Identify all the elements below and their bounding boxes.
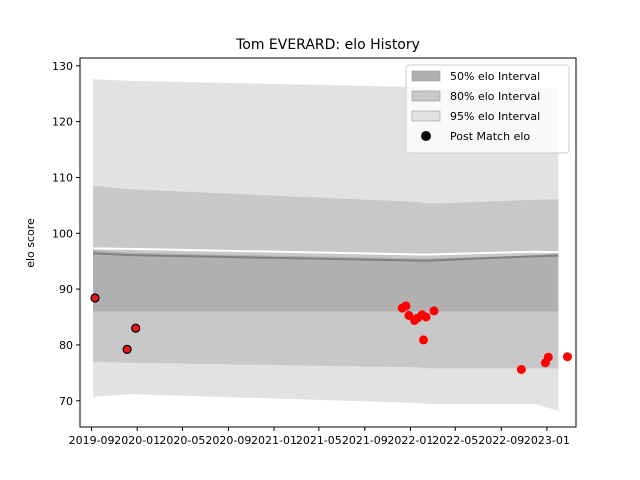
legend-label: 80% elo Interval bbox=[450, 90, 540, 103]
post-match-point bbox=[421, 312, 431, 322]
legend-label: 95% elo Interval bbox=[450, 110, 540, 123]
y-tick-label: 90 bbox=[59, 283, 73, 296]
y-tick-label: 120 bbox=[52, 116, 73, 129]
legend-swatch bbox=[411, 110, 441, 122]
legend-label: 50% elo Interval bbox=[450, 70, 540, 83]
x-tick-label: 2021-01 bbox=[251, 434, 297, 447]
legend-box bbox=[405, 64, 570, 154]
band-50 bbox=[93, 250, 559, 312]
legend-swatch bbox=[411, 70, 441, 82]
y-tick-label: 130 bbox=[52, 60, 73, 73]
post-match-points bbox=[90, 293, 572, 374]
x-tick-label: 2019-09 bbox=[69, 434, 115, 447]
legend-label: Post Match elo bbox=[450, 130, 530, 143]
x-tick-label: 2022-01 bbox=[387, 434, 433, 447]
y-tick-label: 100 bbox=[52, 227, 73, 240]
y-tick-label: 80 bbox=[59, 339, 73, 352]
legend-marker bbox=[421, 131, 431, 141]
mean-elo-line bbox=[93, 252, 559, 262]
x-tick-label: 2020-09 bbox=[205, 434, 251, 447]
x-tick-label: 2022-05 bbox=[432, 434, 478, 447]
elo-lines bbox=[93, 247, 559, 262]
post-match-point bbox=[562, 352, 572, 362]
post-match-point bbox=[131, 323, 141, 333]
x-tick-label: 2020-05 bbox=[159, 434, 205, 447]
y-tick-label: 70 bbox=[59, 395, 73, 408]
post-match-point bbox=[90, 293, 100, 303]
post-match-point bbox=[401, 301, 411, 311]
post-match-point bbox=[122, 344, 132, 354]
y-axis-label: elo score bbox=[24, 218, 37, 268]
x-tick-label: 2020-01 bbox=[114, 434, 160, 447]
x-tick-label: 2021-09 bbox=[342, 434, 388, 447]
post-match-point bbox=[429, 306, 439, 316]
upper-elo-line bbox=[93, 247, 559, 256]
post-match-point bbox=[419, 335, 428, 345]
legend-swatch bbox=[411, 90, 441, 102]
x-tick-label: 2022-09 bbox=[478, 434, 524, 447]
plot-frame bbox=[79, 57, 577, 428]
x-tick-label: 2021-05 bbox=[296, 434, 342, 447]
post-match-point bbox=[543, 352, 553, 362]
post-match-point bbox=[516, 365, 526, 374]
chart-title: Tom EVERARD: elo History bbox=[235, 37, 420, 53]
interval-bands bbox=[93, 79, 559, 411]
x-tick-label: 2023-01 bbox=[524, 434, 570, 447]
legend: 50% elo Interval 80% elo Interval 95% elo … bbox=[405, 64, 570, 154]
y-tick-label: 110 bbox=[52, 171, 73, 184]
